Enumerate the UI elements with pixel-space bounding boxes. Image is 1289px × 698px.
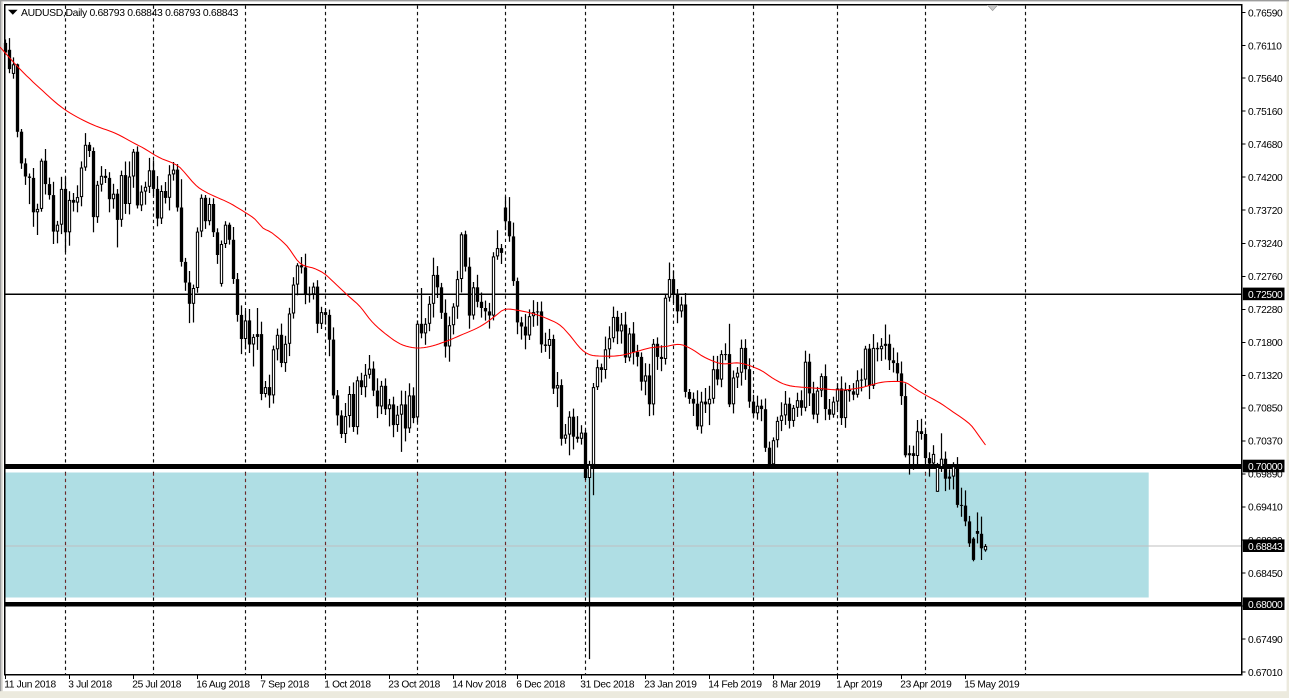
svg-text:0.75160: 0.75160 xyxy=(1248,107,1283,118)
svg-text:23 Jan 2019: 23 Jan 2019 xyxy=(644,680,697,691)
svg-text:0.68000: 0.68000 xyxy=(1248,600,1283,611)
svg-text:16 Aug 2018: 16 Aug 2018 xyxy=(196,680,250,691)
svg-text:0.72760: 0.72760 xyxy=(1248,272,1283,283)
svg-text:0.68843: 0.68843 xyxy=(1248,542,1283,553)
svg-text:0.70370: 0.70370 xyxy=(1248,437,1283,448)
svg-text:0.75640: 0.75640 xyxy=(1248,74,1283,85)
svg-text:0.68450: 0.68450 xyxy=(1248,569,1283,580)
svg-text:23 Oct 2018: 23 Oct 2018 xyxy=(388,680,440,691)
svg-text:7 Sep 2018: 7 Sep 2018 xyxy=(260,680,309,691)
svg-text:1 Oct 2018: 1 Oct 2018 xyxy=(324,680,371,691)
svg-text:14 Nov 2018: 14 Nov 2018 xyxy=(452,680,507,691)
svg-text:0.74680: 0.74680 xyxy=(1248,140,1283,151)
svg-text:0.76110: 0.76110 xyxy=(1248,42,1282,53)
svg-text:0.71320: 0.71320 xyxy=(1248,371,1283,382)
svg-text:25 Jul 2018: 25 Jul 2018 xyxy=(132,680,182,691)
svg-text:0.72280: 0.72280 xyxy=(1248,305,1283,316)
svg-text:0.74200: 0.74200 xyxy=(1248,173,1283,184)
svg-text:0.67010: 0.67010 xyxy=(1248,668,1283,679)
svg-text:0.69410: 0.69410 xyxy=(1248,503,1283,514)
svg-text:11 Jun 2018: 11 Jun 2018 xyxy=(4,680,56,691)
svg-text:31 Dec 2018: 31 Dec 2018 xyxy=(580,680,635,691)
svg-text:0.69890: 0.69890 xyxy=(1248,470,1283,481)
svg-text:0.71800: 0.71800 xyxy=(1248,338,1283,349)
svg-text:AUDUSD,Daily 0.68793 0.68843: AUDUSD,Daily 0.68793 0.68843 0.68793 0.6… xyxy=(21,8,239,19)
svg-text:15 May 2019: 15 May 2019 xyxy=(964,680,1020,691)
svg-text:6 Dec 2018: 6 Dec 2018 xyxy=(516,680,565,691)
svg-text:0.67490: 0.67490 xyxy=(1248,635,1283,646)
svg-text:14 Feb 2019: 14 Feb 2019 xyxy=(708,680,762,691)
svg-text:0.73240: 0.73240 xyxy=(1248,239,1283,250)
svg-text:23 Apr 2019: 23 Apr 2019 xyxy=(900,680,952,691)
svg-text:3 Jul 2018: 3 Jul 2018 xyxy=(68,680,112,691)
svg-text:0.70850: 0.70850 xyxy=(1248,404,1283,415)
svg-text:1 Apr 2019: 1 Apr 2019 xyxy=(836,680,882,691)
svg-text:0.73720: 0.73720 xyxy=(1248,206,1283,217)
svg-text:0.70000: 0.70000 xyxy=(1248,462,1283,473)
svg-text:8 Mar 2019: 8 Mar 2019 xyxy=(772,680,821,691)
svg-text:0.76590: 0.76590 xyxy=(1248,9,1283,20)
svg-text:0.72500: 0.72500 xyxy=(1248,290,1283,301)
